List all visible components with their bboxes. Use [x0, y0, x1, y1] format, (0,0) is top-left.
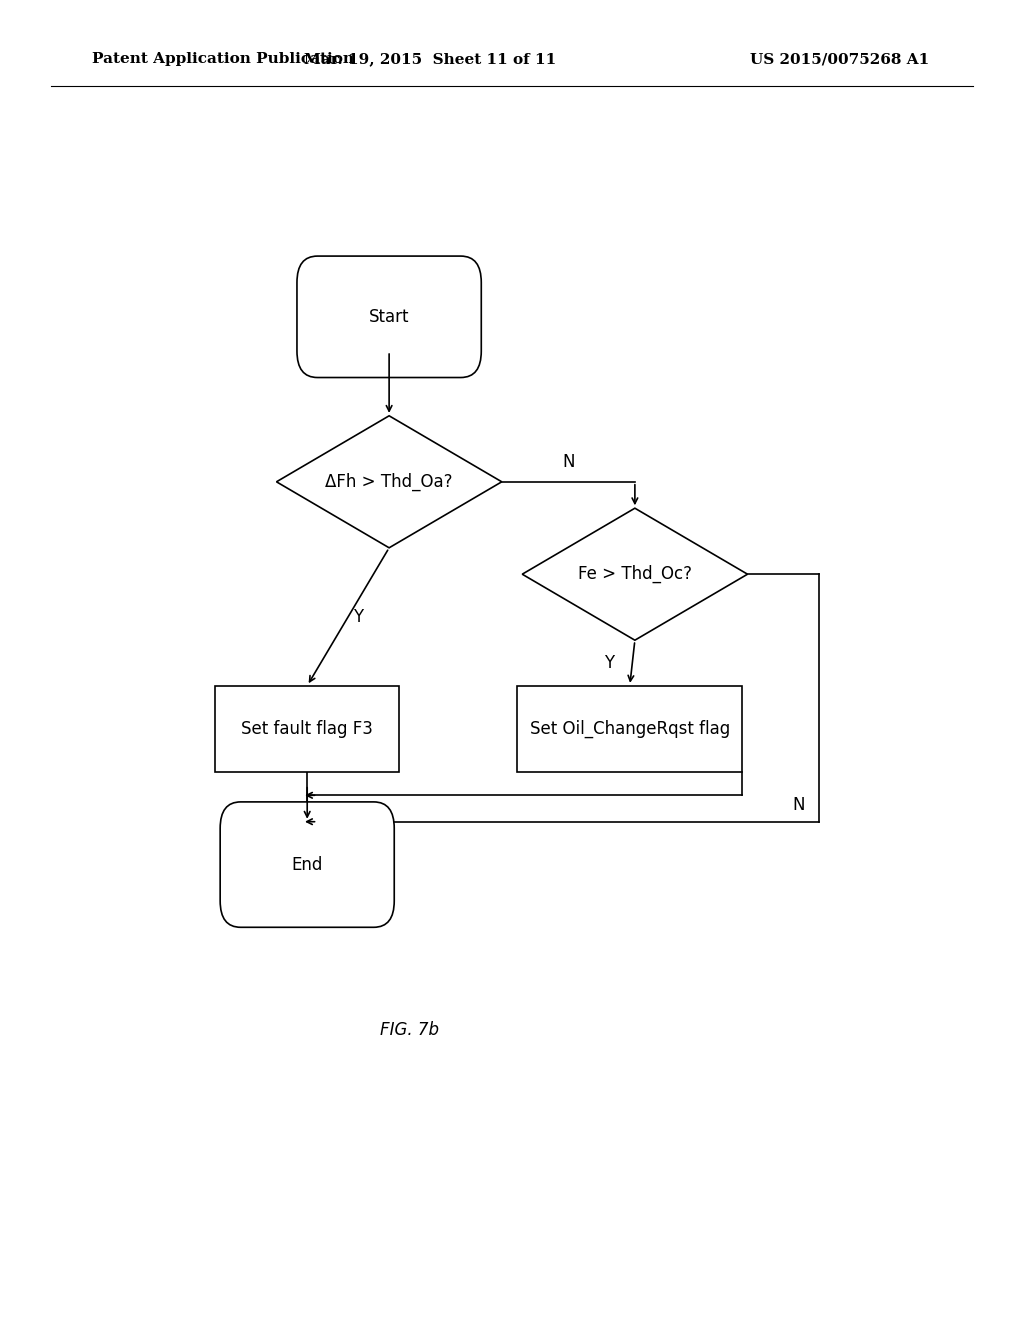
Polygon shape	[276, 416, 502, 548]
Text: Mar. 19, 2015  Sheet 11 of 11: Mar. 19, 2015 Sheet 11 of 11	[304, 53, 556, 66]
Text: Y: Y	[604, 653, 614, 672]
Text: Patent Application Publication: Patent Application Publication	[92, 53, 354, 66]
Text: Set fault flag F3: Set fault flag F3	[242, 719, 373, 738]
Text: N: N	[562, 453, 574, 471]
Text: End: End	[292, 855, 323, 874]
Polygon shape	[522, 508, 748, 640]
FancyBboxPatch shape	[517, 686, 742, 771]
Text: Set Oil_ChangeRqst flag: Set Oil_ChangeRqst flag	[529, 719, 730, 738]
Text: FIG. 7b: FIG. 7b	[380, 1020, 439, 1039]
Text: US 2015/0075268 A1: US 2015/0075268 A1	[750, 53, 930, 66]
Text: N: N	[793, 796, 805, 813]
FancyBboxPatch shape	[220, 803, 394, 928]
Text: Start: Start	[369, 308, 410, 326]
FancyBboxPatch shape	[215, 686, 399, 771]
FancyBboxPatch shape	[297, 256, 481, 378]
Text: Y: Y	[353, 607, 364, 626]
Text: ΔFh > Thd_Oa?: ΔFh > Thd_Oa?	[326, 473, 453, 491]
Text: Fe > Thd_Oc?: Fe > Thd_Oc?	[578, 565, 692, 583]
